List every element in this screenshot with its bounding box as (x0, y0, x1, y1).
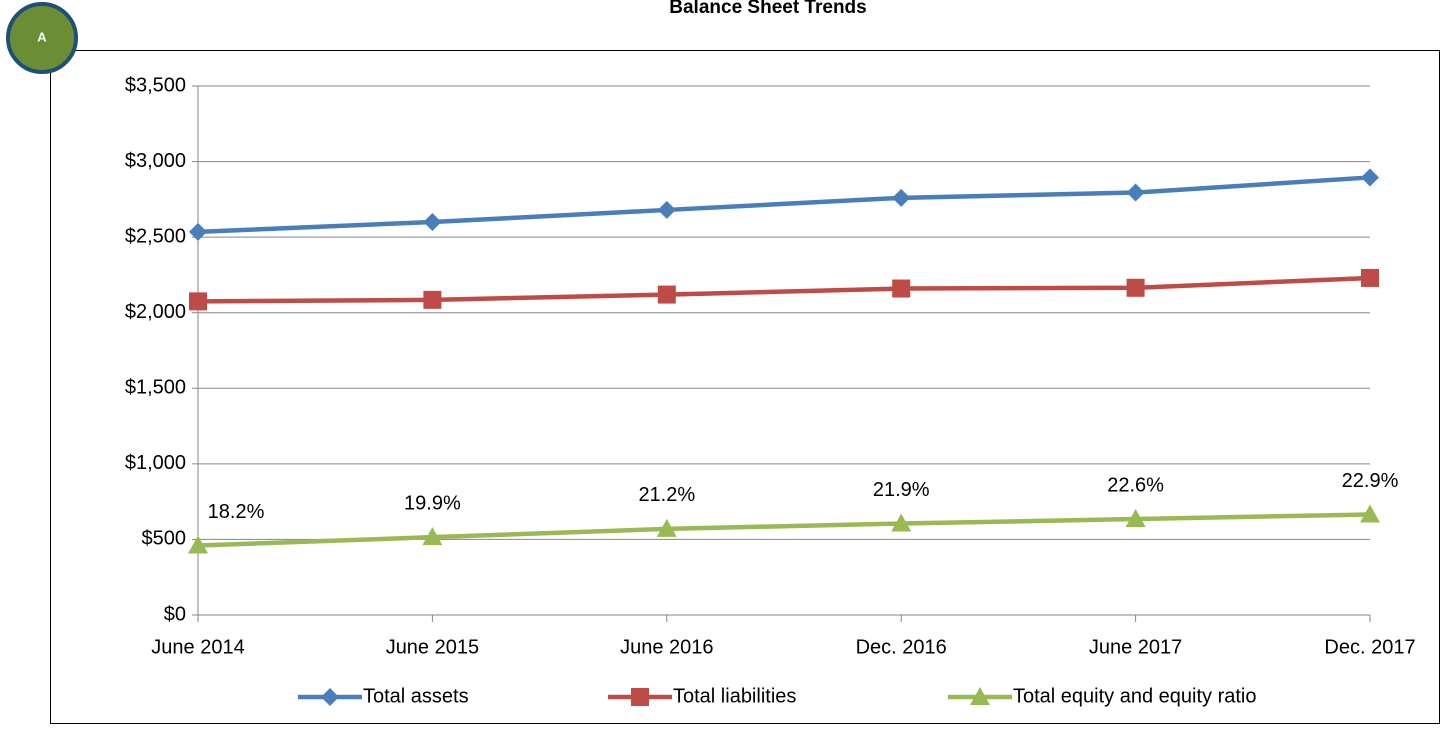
point (422, 527, 443, 546)
legend-label: Total assets (363, 685, 469, 707)
point (891, 513, 912, 532)
point (321, 688, 339, 706)
point (1361, 268, 1379, 287)
point (892, 279, 911, 298)
y-tick-label: $3,000 (125, 150, 186, 172)
point (189, 222, 207, 241)
point (970, 687, 990, 705)
y-tick-label: $2,500 (125, 225, 186, 247)
point (423, 213, 442, 232)
point (1360, 504, 1380, 523)
point (631, 688, 649, 706)
legend-label: Total equity and equity ratio (1013, 685, 1257, 707)
chart-title: Balance Sheet Trends (669, 0, 866, 18)
point (657, 285, 676, 304)
point (656, 518, 677, 537)
point (188, 535, 208, 554)
x-tick-label: Dec. 2016 (856, 636, 947, 658)
data-label: 19.9% (404, 492, 461, 514)
point (892, 188, 911, 207)
point (657, 200, 676, 219)
y-tick-label: $500 (142, 528, 187, 550)
x-tick-label: Dec. 2017 (1324, 636, 1415, 658)
y-tick-label: $1,500 (125, 377, 186, 399)
chart-frame (50, 50, 1440, 724)
badge-label: A (37, 29, 47, 44)
point (1126, 278, 1145, 297)
series-line (197, 175, 1371, 235)
x-tick-label: June 2014 (151, 636, 244, 658)
data-label: 18.2% (208, 501, 265, 523)
data-label: 21.9% (873, 479, 930, 501)
x-tick-label: June 2015 (386, 636, 479, 658)
data-label: 21.2% (638, 484, 695, 506)
data-label: 22.9% (1342, 470, 1399, 492)
x-tick-label: June 2017 (1089, 636, 1182, 658)
x-tick-label: June 2016 (620, 636, 713, 658)
point (1361, 168, 1379, 187)
data-label: 22.6% (1107, 474, 1164, 496)
series-line (197, 275, 1371, 304)
series-line (197, 512, 1371, 548)
y-tick-label: $2,000 (125, 301, 186, 323)
y-tick-label: $3,500 (125, 74, 186, 96)
point (1125, 509, 1146, 528)
y-tick-label: $1,000 (125, 452, 186, 474)
legend-label: Total liabilities (673, 685, 796, 707)
point (189, 292, 207, 311)
point (1126, 183, 1145, 202)
point (423, 290, 442, 309)
badge (6, 2, 78, 74)
y-tick-label: $0 (164, 603, 186, 625)
